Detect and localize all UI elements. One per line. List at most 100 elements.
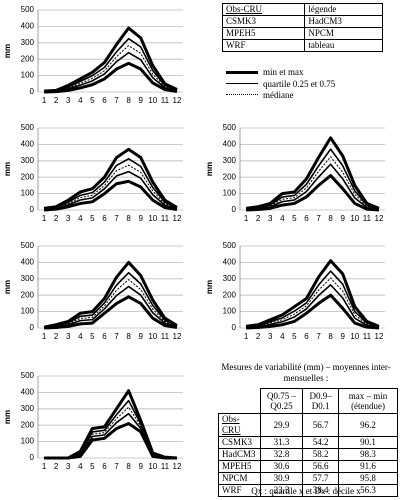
y-axis-label: mm [3,280,12,294]
y-tick-label: 500 [223,123,237,132]
series-line [43,260,178,329]
legend-cell: HadCM3 [304,15,383,28]
x-tick-label: 12 [173,96,182,105]
legend-cell: tableau [304,39,383,52]
table-cell: Obs-CRU [218,413,261,437]
series-line [245,136,380,210]
y-tick-label: 200 [21,54,35,63]
legend-swatch [226,83,258,84]
y-tick-label: 200 [223,172,237,181]
table-cell: 56.3 [338,484,398,497]
table-cell: 23.3 [259,484,304,497]
y-tick-label: 400 [21,22,35,31]
header-cell: D0.9–D0.1 [302,388,340,414]
table-cell: NPCM [218,472,261,485]
y-tick-label: 500 [223,241,237,250]
header-cell: max – min (étendue) [338,388,398,414]
x-tick-label: 9 [340,332,345,341]
y-tick-label: 300 [21,156,35,165]
table-cell: CSMK3 [218,436,261,449]
series-line [245,284,380,329]
y-axis-label: mm [3,162,12,176]
legend-label: quartile 0.25 et 0.75 [263,78,336,89]
x-tick-label: 11 [161,332,170,341]
y-axis-label: mm [3,44,12,58]
table-title: Mesures de variabilité (mm) – moyennes i… [221,362,391,383]
y-tick-label: 500 [21,371,35,380]
x-tick-label: 11 [161,462,170,471]
table-cell: 95.8 [338,472,398,485]
variability-table: Q0.75 – Q0.25 D0.9–D0.1 max – min (étendue… [218,388,398,497]
table-row: MPEH5 30.6 56.6 91.6 [218,460,398,473]
y-tick-label: 200 [223,290,237,299]
legend-cell: NPCM [304,27,383,40]
series-line [43,158,178,210]
table-cell: 30.9 [259,472,304,485]
x-tick-label: 7 [114,332,119,341]
x-tick-label: 5 [90,214,95,223]
table-cell: 38.4 [302,484,340,497]
x-tick-label: 5 [292,332,297,341]
x-tick-label: 6 [102,214,107,223]
y-tick-label: 100 [223,189,237,198]
legend-label: médiane [263,89,294,100]
x-tick-label: 5 [90,96,95,105]
header-cell [218,388,261,414]
x-tick-label: 8 [328,214,333,223]
x-tick-label: 1 [42,332,47,341]
y-tick-label: 400 [223,258,237,267]
x-tick-label: 11 [161,96,170,105]
y-axis-label: mm [205,162,214,176]
series-line [43,147,178,210]
x-tick-label: 6 [102,96,107,105]
x-tick-label: 2 [54,214,59,223]
series-line [44,61,178,94]
table-cell: 56.7 [302,413,340,437]
x-tick-label: 5 [90,462,95,471]
y-tick-label: 0 [30,323,35,332]
legend-swatch [226,70,258,74]
legend-cell: MPEH5 [221,27,306,40]
x-tick-label: 6 [304,332,309,341]
line-legend: min et max quartile 0.25 et 0.75 médiane [226,66,396,100]
table-cell: 31.3 [259,436,304,449]
table-cell: 29.9 [259,413,304,437]
y-tick-label: 300 [223,156,237,165]
y-axis-label: mm [3,410,12,424]
x-tick-label: 1 [42,462,47,471]
x-tick-label: 4 [280,332,285,341]
x-tick-label: 1 [244,332,249,341]
y-tick-label: 400 [223,140,237,149]
x-tick-label: 4 [280,214,285,223]
series-line [245,277,380,328]
legend-cell: légende [304,3,383,16]
legend-cell: Obs-CRU [221,3,306,16]
series-line [43,279,178,329]
x-tick-label: 4 [78,214,83,223]
x-tick-label: 7 [316,214,321,223]
y-tick-label: 400 [21,258,35,267]
x-tick-label: 5 [90,332,95,341]
table-cell: 30.6 [259,460,304,473]
x-tick-label: 3 [66,332,71,341]
legend-cell: CSMK3 [221,15,306,28]
y-tick-label: 0 [232,205,237,214]
table-row: NPCM 30.9 57.7 95.8 [218,472,398,485]
series-line [43,170,178,211]
y-tick-label: 0 [232,323,237,332]
x-tick-label: 10 [148,214,157,223]
x-tick-label: 2 [256,332,261,341]
legend-cell: WRF [221,39,306,52]
legend-row: Obs-CRU légende [221,3,383,16]
x-tick-label: 2 [54,96,59,105]
x-tick-label: 11 [161,214,170,223]
x-tick-label: 8 [126,214,131,223]
x-tick-label: 3 [66,96,71,105]
legend-table-box: Obs-CRU légende CSMK3 HadCM3 MPEH5 NPCM WRF tab… [221,3,383,52]
y-tick-label: 100 [21,189,35,198]
table-cell: HadCM3 [218,448,261,461]
x-tick-label: 4 [78,462,83,471]
series-line [43,164,178,210]
series-line [44,389,178,460]
